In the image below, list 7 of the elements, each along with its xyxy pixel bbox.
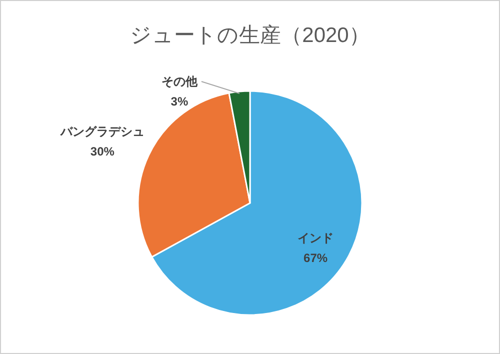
data-label: 30% bbox=[90, 144, 115, 159]
slice-label: インド bbox=[298, 230, 334, 245]
slice-label: その他 bbox=[161, 74, 198, 88]
chart-title: ジュートの生産（2020） bbox=[130, 24, 370, 47]
slice-label: バングラデシュ bbox=[59, 124, 144, 139]
data-label: 67% bbox=[304, 250, 328, 265]
data-label: 3% bbox=[170, 94, 188, 108]
